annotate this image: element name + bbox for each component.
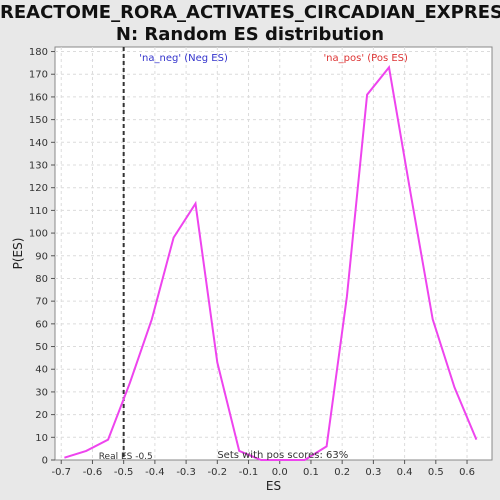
x-axis-label: ES bbox=[266, 479, 281, 493]
y-tick-label: 170 bbox=[29, 70, 48, 81]
x-tick-label: -0.3 bbox=[176, 467, 196, 478]
x-tick-label: -0.2 bbox=[208, 467, 228, 478]
y-tick-label: 110 bbox=[29, 206, 48, 217]
x-tick-label: 0.2 bbox=[334, 467, 350, 478]
x-tick-label: -0.4 bbox=[145, 467, 165, 478]
y-tick-label: 150 bbox=[29, 115, 48, 126]
y-tick-label: 70 bbox=[35, 297, 48, 308]
plot-area bbox=[54, 46, 493, 461]
y-tick-label: 100 bbox=[29, 229, 48, 240]
chart-title-line-2: N: Random ES distribution bbox=[115, 24, 385, 45]
x-tick-label: 0.5 bbox=[428, 467, 444, 478]
y-tick-label: 130 bbox=[29, 161, 48, 172]
x-tick-label: 0.4 bbox=[397, 467, 413, 478]
pos-scores-label: Sets with pos scores: 63% bbox=[217, 450, 348, 461]
x-tick-label: 0.6 bbox=[459, 467, 475, 478]
y-tick-label: 30 bbox=[35, 387, 48, 398]
y-tick-label: 60 bbox=[35, 319, 48, 330]
x-tick-label: -0.5 bbox=[114, 467, 134, 478]
x-tick-label: 0.3 bbox=[365, 467, 381, 478]
y-tick-label: 10 bbox=[35, 433, 48, 444]
y-tick-label: 180 bbox=[29, 47, 48, 58]
y-tick-label: 120 bbox=[29, 183, 48, 194]
y-tick-label: 0 bbox=[42, 456, 48, 467]
x-axis: -0.7 -0.6 -0.5 -0.4 -0.3 -0.2 -0.1 0.0 0.1 0.2 0.3… bbox=[51, 460, 475, 478]
real-es-label: Real ES -0.5 bbox=[99, 452, 153, 462]
y-tick-label: 80 bbox=[35, 274, 48, 285]
series-line bbox=[64, 65, 478, 461]
y-tick-label: 140 bbox=[29, 138, 48, 149]
y-tick-label: 90 bbox=[35, 251, 48, 262]
y-tick-label: 160 bbox=[29, 92, 48, 103]
chart-title-line-1: REACTOME_RORA_ACTIVATES_CIRCADIAN_EXPRES… bbox=[0, 2, 500, 23]
x-tick-label: -0.1 bbox=[239, 467, 259, 478]
y-axis-label: P(ES) bbox=[11, 238, 25, 270]
pos-es-label: 'na_pos' (Pos ES) bbox=[323, 53, 408, 64]
y-axis: 0 10 20 30 40 50 60 70 80 90 100 110 120 130 140 150 160… bbox=[29, 47, 55, 467]
y-tick-label: 50 bbox=[35, 342, 48, 353]
y-tick-label: 40 bbox=[35, 365, 48, 376]
x-tick-label: 0.0 bbox=[272, 467, 288, 478]
neg-es-label: 'na_neg' (Neg ES) bbox=[139, 53, 228, 64]
y-tick-label: 20 bbox=[35, 410, 48, 421]
x-tick-label: -0.6 bbox=[83, 467, 103, 478]
x-tick-label: 0.1 bbox=[303, 467, 319, 478]
grid-lines bbox=[55, 47, 492, 460]
x-tick-label: -0.7 bbox=[51, 467, 71, 478]
